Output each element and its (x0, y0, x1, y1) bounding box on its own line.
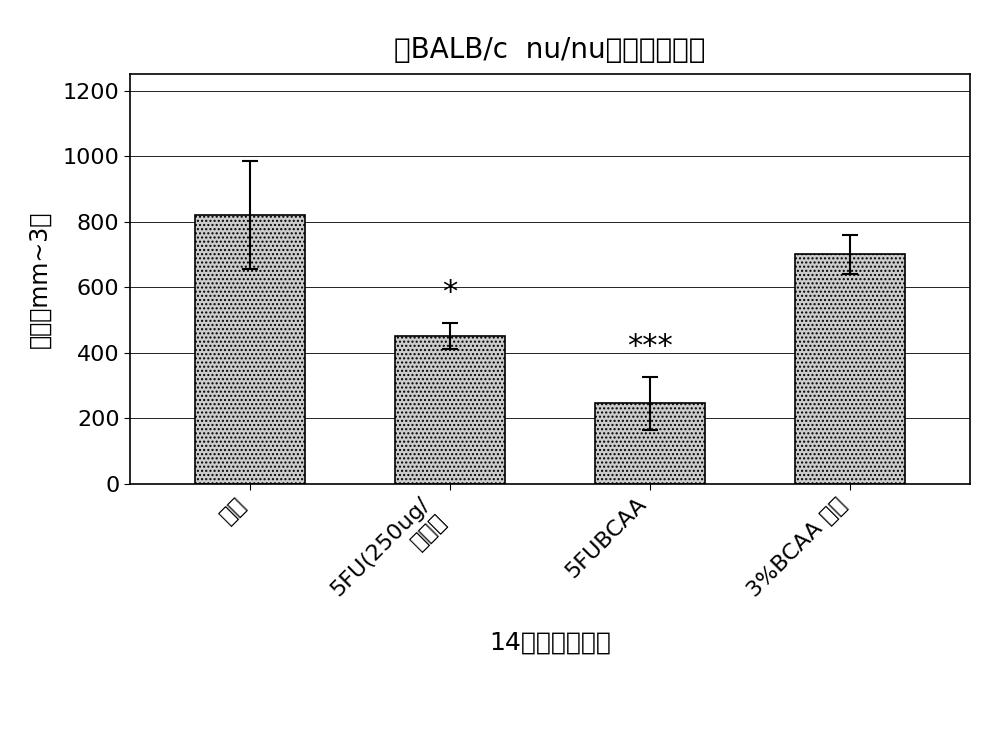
Title: 在BALB/c  nu/nu中的肿瘤大小: 在BALB/c nu/nu中的肿瘤大小 (394, 36, 706, 64)
Bar (595, 403, 705, 484)
Text: *: * (442, 278, 458, 307)
Bar (395, 336, 505, 484)
Text: ***: *** (627, 332, 673, 361)
Bar (195, 215, 305, 484)
Bar (795, 254, 905, 484)
X-axis label: 14天的处理条件: 14天的处理条件 (489, 631, 611, 655)
Y-axis label: 体积（mm~3）: 体积（mm~3） (28, 211, 52, 347)
